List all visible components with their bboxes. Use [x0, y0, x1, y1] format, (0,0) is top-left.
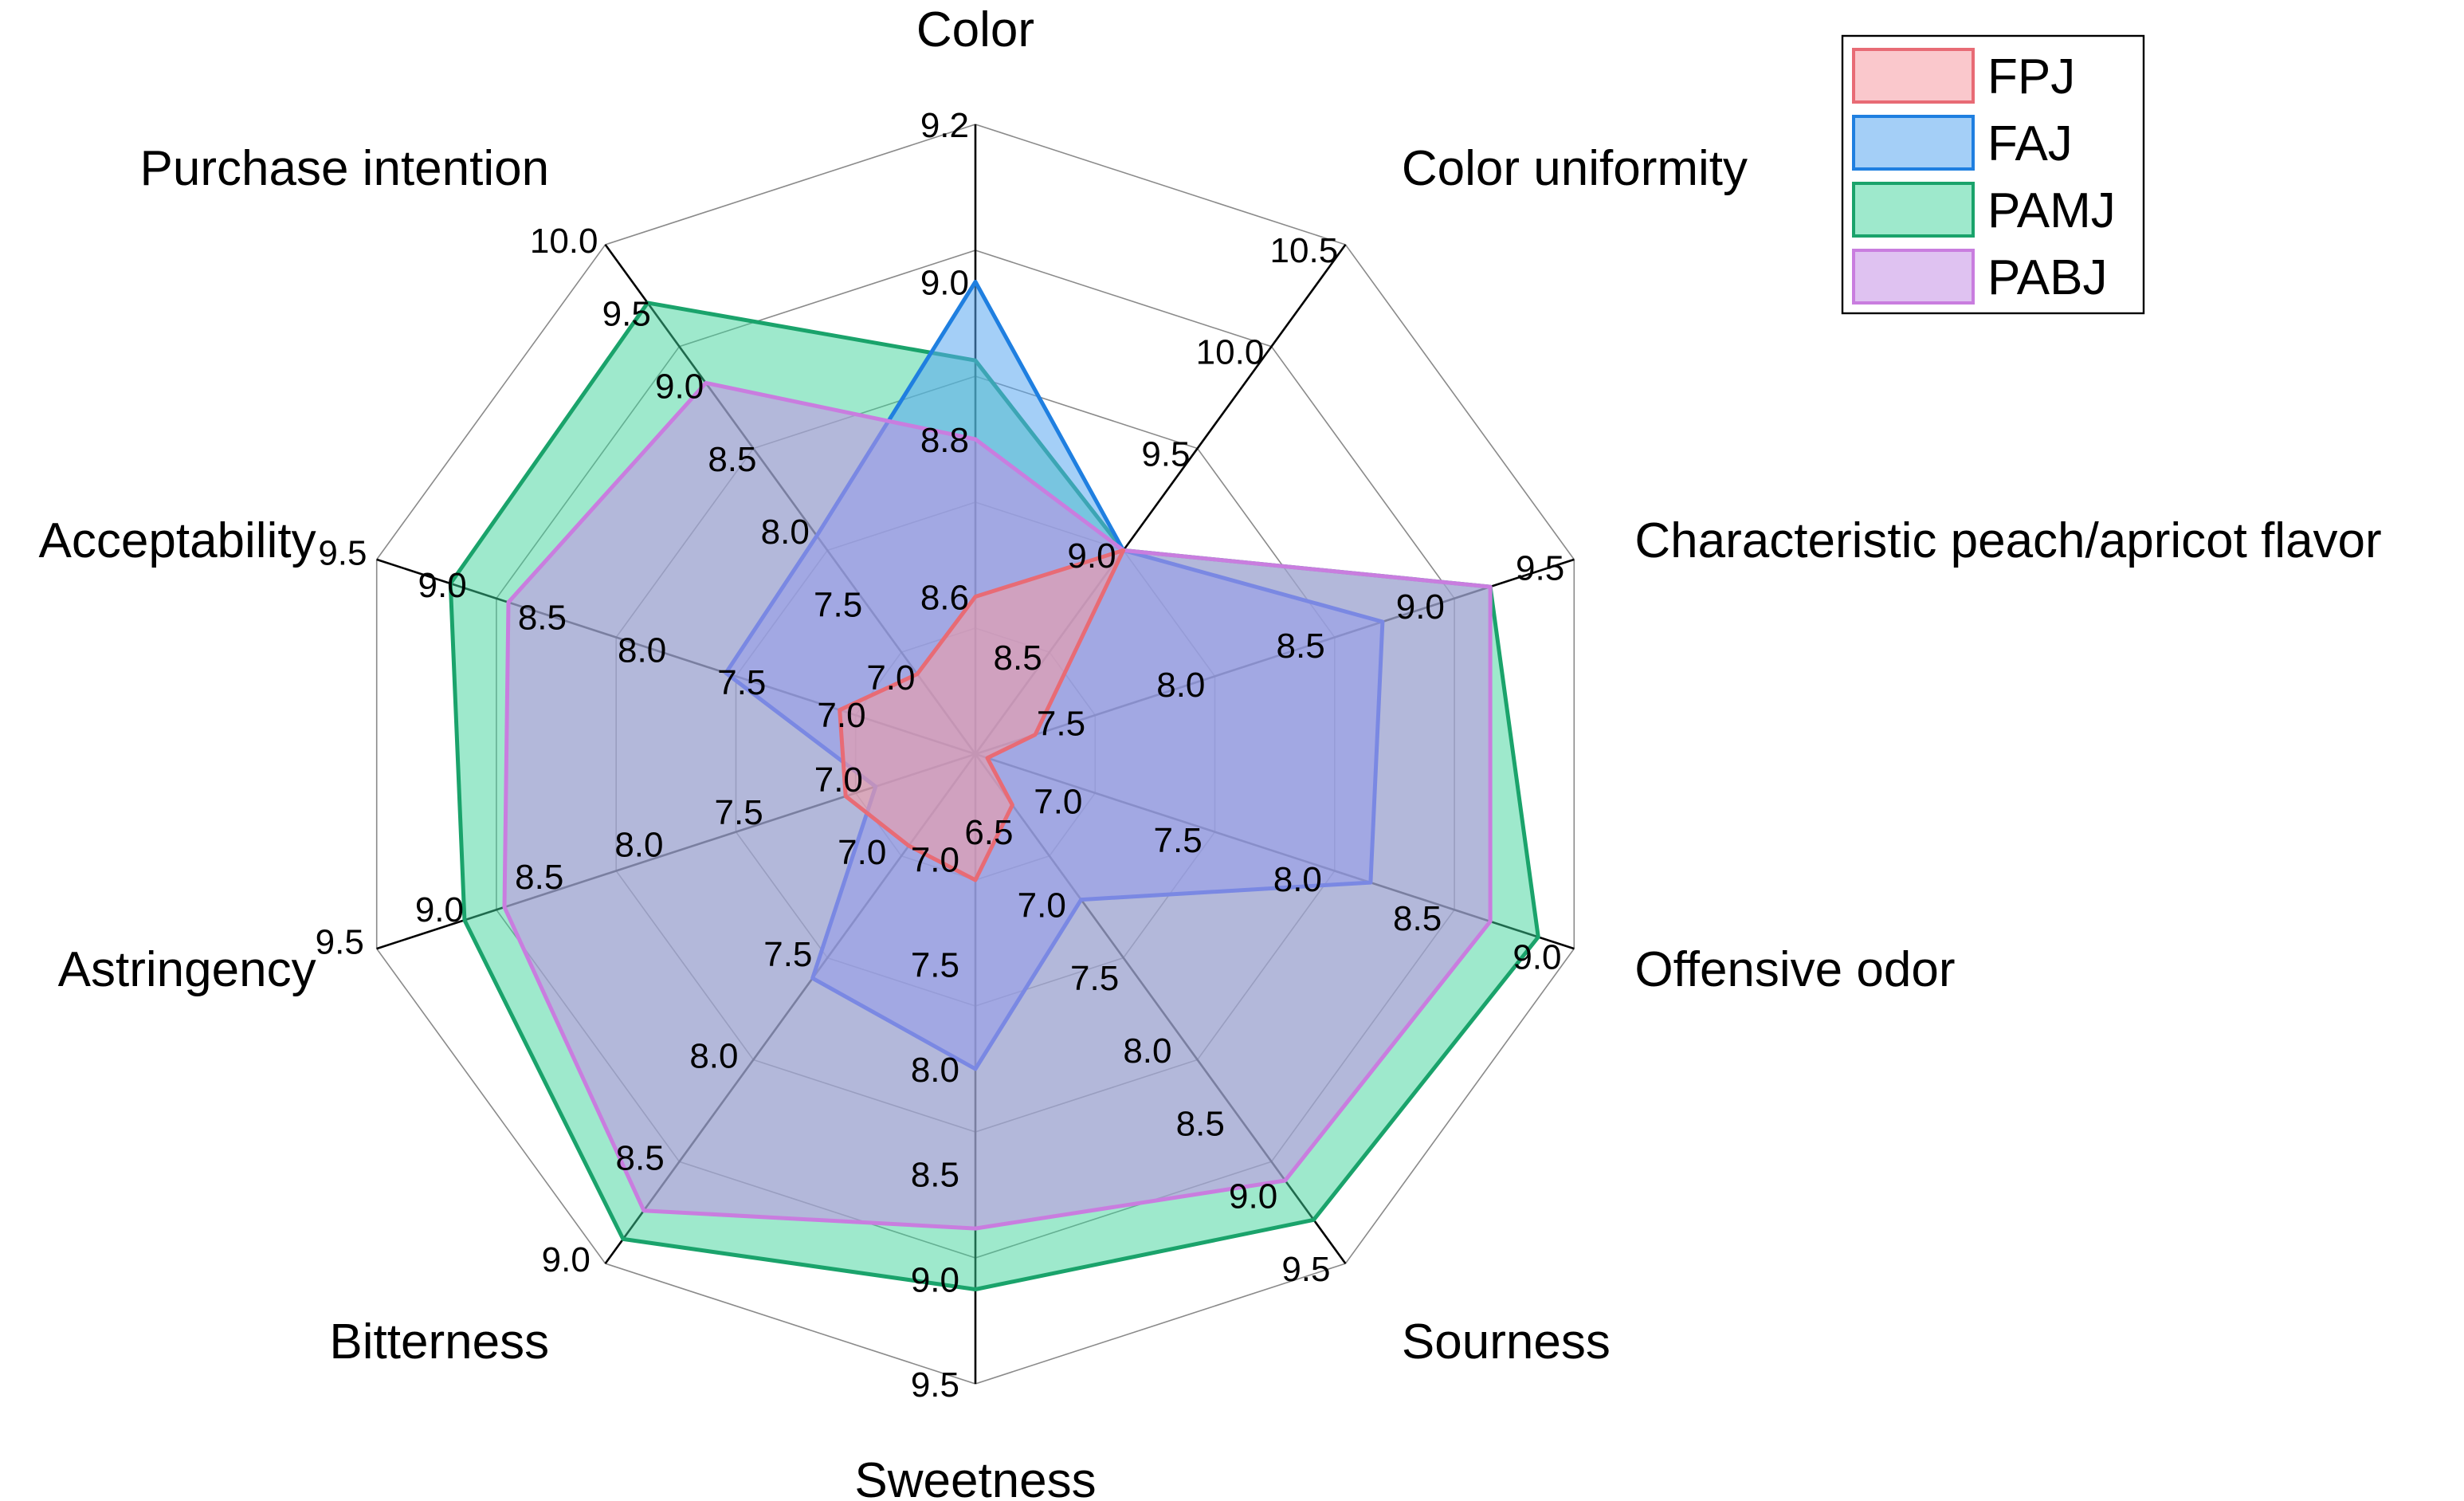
tick-label-sourness-6-5: 6.5: [964, 813, 1013, 852]
tick-label-acceptability-7-0: 7.0: [817, 696, 865, 735]
radar-axis-labels: Color Color uniformity Characteristic peac…: [39, 2, 2382, 1501]
tick-label-offensive-odor-8-5: 8.5: [1393, 899, 1442, 938]
tick-label-acceptability-8-0: 8.0: [618, 631, 666, 670]
tick-label-color-9-0: 9.0: [920, 264, 969, 303]
tick-label-purchase-intention-7-5: 7.5: [814, 586, 862, 625]
tick-label-acceptability-8-5: 8.5: [518, 599, 567, 638]
axis-label-color: Color: [916, 2, 1034, 57]
tick-label-characteristic-peach-apricot-flavor-7-5: 7.5: [1037, 705, 1085, 744]
legend-swatch-faj: [1852, 115, 1975, 171]
tick-label-purchase-intention-10-0: 10.0: [530, 222, 598, 261]
tick-label-offensive-odor-9-0: 9.0: [1513, 938, 1561, 977]
tick-label-sweetness-7-0: 7.0: [911, 841, 959, 880]
legend-label-pamj: PAMJ: [1987, 183, 2116, 238]
tick-label-color-9-2: 9.2: [920, 106, 969, 145]
legend-swatch-fpj: [1852, 48, 1975, 104]
tick-label-sweetness-8-0: 8.0: [911, 1051, 959, 1090]
axis-label-characteristic-peach-apricot-flavor: Characteristic peach/apricot flavor: [1634, 513, 2381, 568]
tick-label-characteristic-peach-apricot-flavor-9-0: 9.0: [1396, 587, 1445, 627]
tick-label-purchase-intention-8-0: 8.0: [761, 513, 810, 552]
tick-label-color-uniformity-9-0: 9.0: [1067, 536, 1116, 576]
tick-label-sweetness-9-5: 9.5: [911, 1365, 959, 1405]
tick-label-characteristic-peach-apricot-flavor-8-5: 8.5: [1277, 627, 1325, 666]
tick-label-bitterness-9-0: 9.0: [542, 1240, 590, 1279]
series-fpj: [838, 548, 1126, 882]
tick-label-bitterness-7-0: 7.0: [838, 833, 886, 872]
tick-label-characteristic-peach-apricot-flavor-8-0: 8.0: [1156, 666, 1205, 705]
tick-label-color-uniformity-10-0: 10.0: [1196, 333, 1265, 372]
axis-label-purchase-intention: Purchase intention: [140, 141, 550, 196]
legend-label-pabj: PABJ: [1987, 250, 2107, 305]
axis-label-astringency: Astringency: [58, 942, 316, 997]
tick-label-astringency-7-0: 7.0: [814, 760, 863, 800]
tick-label-color-8-8: 8.8: [920, 421, 969, 460]
tick-label-offensive-odor-7-5: 7.5: [1154, 821, 1203, 860]
tick-label-acceptability-9-5: 9.5: [318, 533, 367, 572]
tick-label-offensive-odor-8-0: 8.0: [1273, 860, 1322, 899]
tick-label-astringency-8-5: 8.5: [515, 858, 563, 897]
radar-series: [448, 280, 1540, 1291]
tick-label-acceptability-9-0: 9.0: [418, 566, 467, 605]
tick-label-sourness-8-5: 8.5: [1176, 1104, 1225, 1143]
legend: FPJ FAJ PAMJ PABJ: [1841, 34, 2145, 315]
axis-label-sweetness: Sweetness: [854, 1453, 1096, 1501]
tick-label-purchase-intention-9-5: 9.5: [602, 294, 651, 333]
tick-label-sourness-9-5: 9.5: [1281, 1250, 1330, 1289]
legend-label-fpj: FPJ: [1987, 49, 2075, 104]
legend-label-faj: FAJ: [1987, 116, 2073, 171]
tick-label-bitterness-8-5: 8.5: [616, 1138, 665, 1177]
legend-swatch-pabj: [1852, 249, 1975, 305]
tick-label-sourness-7-5: 7.5: [1070, 959, 1119, 998]
tick-label-color-uniformity-10-5: 10.5: [1270, 231, 1339, 270]
axis-label-acceptability: Acceptability: [39, 513, 316, 568]
tick-label-bitterness-7-5: 7.5: [763, 935, 812, 974]
tick-label-color-uniformity-8-5: 8.5: [994, 639, 1042, 678]
tick-label-astringency-7-5: 7.5: [715, 793, 763, 832]
tick-label-purchase-intention-7-0: 7.0: [866, 658, 915, 697]
axis-label-offensive-odor: Offensive odor: [1634, 942, 1955, 997]
tick-label-sourness-9-0: 9.0: [1229, 1177, 1277, 1216]
axis-label-sourness: Sourness: [1402, 1314, 1611, 1369]
legend-swatch-pamj: [1852, 182, 1975, 238]
tick-label-characteristic-peach-apricot-flavor-9-5: 9.5: [1516, 548, 1564, 587]
tick-label-sweetness-8-5: 8.5: [911, 1156, 959, 1195]
tick-label-astringency-9-5: 9.5: [316, 923, 364, 962]
tick-label-astringency-8-0: 8.0: [614, 826, 663, 865]
axis-label-bitterness: Bitterness: [329, 1314, 549, 1369]
tick-label-sourness-7-0: 7.0: [1018, 886, 1066, 925]
tick-label-sweetness-7-5: 7.5: [911, 945, 959, 984]
tick-label-bitterness-8-0: 8.0: [689, 1037, 738, 1076]
tick-label-color-8-6: 8.6: [920, 579, 969, 618]
tick-label-acceptability-7-5: 7.5: [717, 663, 766, 702]
tick-label-color-uniformity-9-5: 9.5: [1141, 434, 1190, 473]
tick-label-astringency-9-0: 9.0: [415, 890, 464, 929]
axis-label-color-uniformity: Color uniformity: [1402, 141, 1748, 196]
tick-label-sweetness-9-0: 9.0: [911, 1260, 959, 1299]
tick-label-purchase-intention-9-0: 9.0: [655, 367, 704, 407]
tick-label-sourness-8-0: 8.0: [1123, 1031, 1171, 1071]
tick-label-purchase-intention-8-5: 8.5: [708, 440, 756, 479]
tick-label-offensive-odor-7-0: 7.0: [1034, 782, 1082, 821]
radar-tick-labels: 8.68.89.09.28.59.09.510.010.57.58.08.59.…: [316, 106, 1565, 1405]
